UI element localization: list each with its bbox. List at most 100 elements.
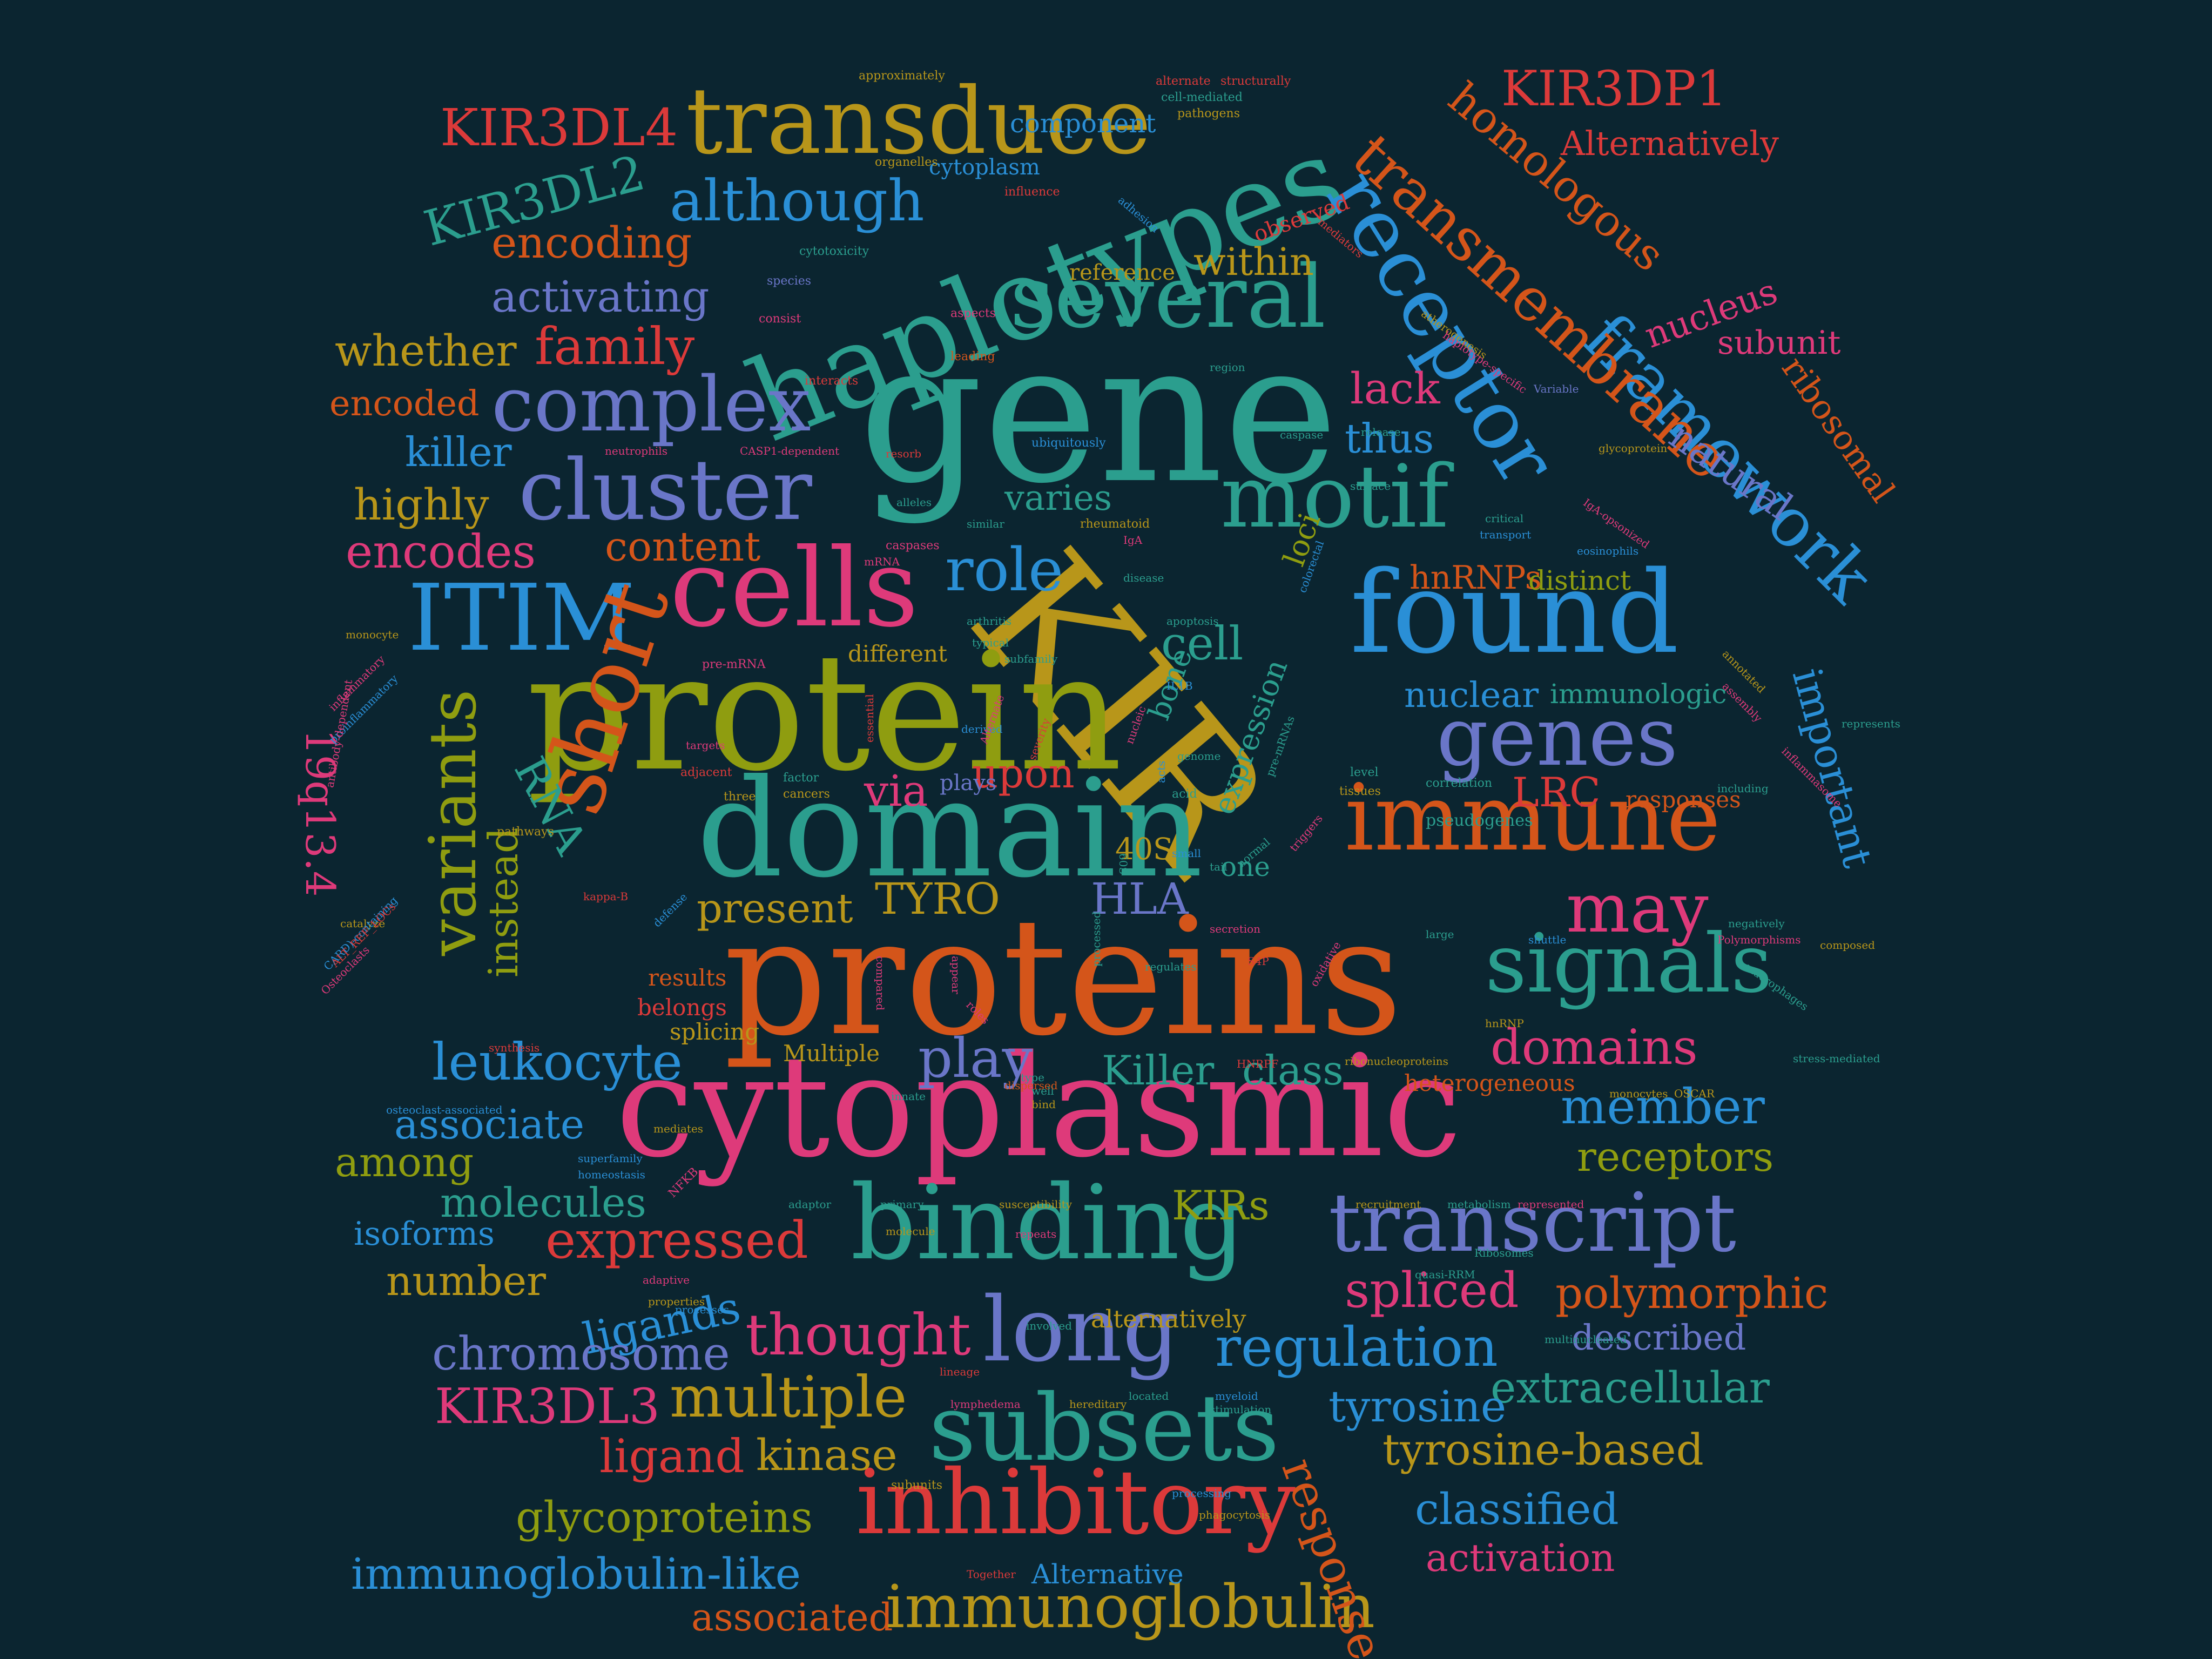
word: subunit [1717,324,1841,362]
word: heterogeneous [1404,1070,1575,1096]
word: leading [950,350,995,363]
word: shuttle [1528,933,1567,946]
word: cytotoxicity [799,245,869,258]
word: IgA-opsonized [1581,496,1652,551]
word: classified [1415,1484,1619,1534]
word: varies [1004,478,1112,518]
word: lack [1350,363,1440,414]
word: approximately [859,69,945,83]
word: three [724,790,756,804]
word: mediates [653,1122,704,1135]
word: killer [405,428,512,476]
word: susceptibility [999,1198,1073,1211]
word: cell-mediated [1161,91,1243,104]
word: factor [783,771,819,785]
word: encoding [491,218,692,268]
word: caspase [1280,428,1324,441]
word: genes [1437,690,1678,784]
word: among [335,1138,474,1186]
word: surface [1350,480,1391,493]
word: multiple [670,1364,907,1430]
word: Multiple [783,1040,880,1067]
word: responses [1626,786,1741,813]
word: TYRO [875,874,1000,924]
word: triggers [1287,812,1325,854]
word: adaptive [643,1273,690,1286]
word: homeostasis [578,1168,645,1181]
word: monocyte [346,628,399,641]
word: bind [1031,1098,1056,1111]
word: immune [1345,765,1721,872]
word: glycoproteins [516,1492,813,1542]
word: involved [1026,1319,1072,1332]
word: extracellular [1491,1363,1770,1413]
word: tyrosine-based [1382,1425,1704,1475]
word: whether [335,326,517,376]
word: found [1350,547,1680,679]
word: including [1717,782,1769,795]
word: kinase [756,1430,898,1480]
word: hnRNP [1485,1017,1524,1030]
word: cells [670,525,919,651]
word: KIR3DL4 [440,98,678,158]
word: thought [745,1302,971,1368]
word: superfamily [578,1152,643,1165]
word: pathogens [1177,107,1240,120]
word: molecules [440,1179,646,1226]
word: dispersed [1004,1079,1058,1092]
word: ligand [599,1430,745,1483]
word: signals [1485,917,1772,1011]
word: KIRs [1172,1182,1270,1229]
word: small [1172,847,1201,860]
word: large [1426,928,1454,941]
word: tyrosine [1328,1381,1507,1432]
word: cytoplasmic [616,1026,1462,1189]
word: isoforms [354,1215,495,1253]
word: type [1021,1071,1044,1084]
word: regulates [1145,960,1197,973]
word: transcript [1328,1176,1736,1270]
word: ribonucleoproteins [1345,1055,1448,1068]
word: pseudogenes [1426,811,1533,830]
word: immunoglobulin-like [351,1549,801,1599]
word: alternate [1156,75,1211,88]
word: secretion [1210,922,1261,935]
word: resorb [886,447,922,460]
word: synthesis [489,1041,540,1054]
word: defense [650,890,690,930]
word: interacts [805,374,859,388]
word: IL1B [1166,679,1193,692]
word: appear [949,956,962,994]
word: HNRPF [1237,1057,1279,1070]
word: rheumatoid [1080,517,1150,531]
word: acid [1172,787,1197,801]
word: S4P [1247,955,1269,968]
word: class [1242,1047,1344,1094]
word: species [767,274,812,288]
word: plays [940,771,997,795]
word: may [1566,869,1709,948]
word: metabolism [1447,1198,1511,1211]
word: member [1561,1078,1765,1135]
word: tissues [1339,785,1381,798]
word: encoded [329,383,480,424]
word: component [1010,109,1156,139]
word: negatively [1728,917,1785,930]
word: described [1572,1318,1746,1358]
word: OSCAR [1674,1087,1715,1100]
word: present [697,885,853,932]
word: apoptosis [1166,615,1219,628]
word: thus [1345,415,1434,462]
word: myeloid [1215,1390,1258,1402]
word: region [1210,361,1245,374]
word: one [1220,851,1270,882]
word: subsets [929,1375,1279,1482]
word: CASP1-dependent [740,444,840,457]
word: long [983,1278,1179,1381]
word: activating [491,272,710,322]
word: belongs [637,994,727,1021]
word: subunits [891,1479,943,1492]
word: recruitment [1355,1198,1421,1211]
word: transduce [686,68,1151,175]
